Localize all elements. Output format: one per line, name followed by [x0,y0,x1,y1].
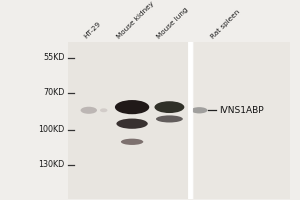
Ellipse shape [191,107,208,113]
Ellipse shape [116,119,148,129]
Text: 70KD: 70KD [44,88,65,97]
Text: Mouse kidney: Mouse kidney [116,1,155,40]
Ellipse shape [115,100,149,114]
Text: Mouse lung: Mouse lung [156,7,190,40]
Text: 100KD: 100KD [39,125,65,134]
Text: IVNS1ABP: IVNS1ABP [219,106,263,115]
Ellipse shape [81,107,97,114]
Bar [194,42,290,199]
Ellipse shape [100,108,107,112]
Text: 55KD: 55KD [44,53,65,62]
Text: HT-29: HT-29 [83,21,102,40]
Text: 130KD: 130KD [39,160,65,169]
Ellipse shape [121,139,143,145]
Ellipse shape [154,101,184,113]
Ellipse shape [156,115,183,122]
Bar [68,42,190,199]
Text: Rat spleen: Rat spleen [210,9,241,40]
